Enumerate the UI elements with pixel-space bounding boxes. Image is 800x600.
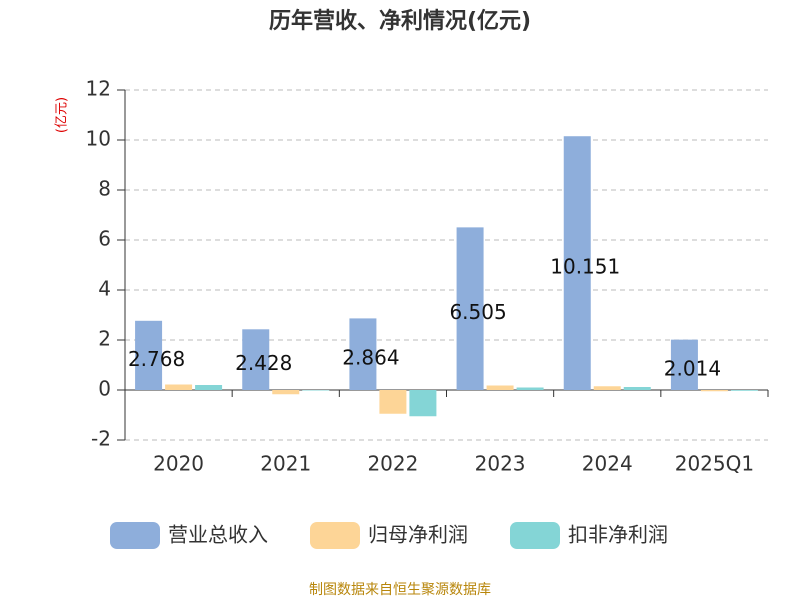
bar [242,329,270,390]
x-tick-label: 2020 [153,452,204,476]
bar [349,318,377,390]
bar [456,227,484,390]
legend-swatch [510,522,560,549]
y-tick-label: 8 [98,177,111,201]
value-label: 10.151 [550,255,620,279]
chart-title: 历年营收、净利情况(亿元) [269,8,531,34]
y-axis-label: (亿元) [55,97,70,133]
legend-swatch [310,522,360,549]
legend-label: 营业总收入 [168,523,268,547]
bar [195,385,223,390]
bar [379,390,407,414]
bar [563,136,591,390]
x-tick-label: 2023 [475,452,526,476]
y-tick-label: 12 [86,77,111,101]
legend-swatch [110,522,160,549]
y-tick-label: 10 [86,127,111,151]
y-tick-label: 4 [98,277,111,301]
y-tick-label: -2 [91,427,111,451]
bar [272,390,300,395]
bar [623,387,651,390]
bar [409,390,437,417]
bar [730,390,758,391]
y-tick-label: 6 [98,227,111,251]
bar [516,387,544,390]
value-label: 2.768 [128,347,185,371]
legend-label: 归母净利润 [368,523,468,547]
bar [165,384,193,390]
legend-label: 扣非净利润 [568,523,668,547]
value-label: 2.428 [235,351,292,375]
bar [135,320,163,390]
x-tick-label: 2022 [367,452,418,476]
value-label: 6.505 [449,300,506,324]
bar [302,390,330,391]
value-label: 2.014 [664,356,721,380]
x-tick-label: 2021 [260,452,311,476]
x-tick-label: 2024 [582,452,633,476]
x-tick-label: 2025Q1 [675,452,754,476]
bar [593,386,621,390]
bar [700,390,728,392]
y-tick-label: 2 [98,327,111,351]
y-tick-label: 0 [98,377,111,401]
bar [486,385,514,390]
source-note: 制图数据来自恒生聚源数据库 [309,582,491,598]
bar [670,339,698,390]
value-label: 2.864 [342,346,399,370]
